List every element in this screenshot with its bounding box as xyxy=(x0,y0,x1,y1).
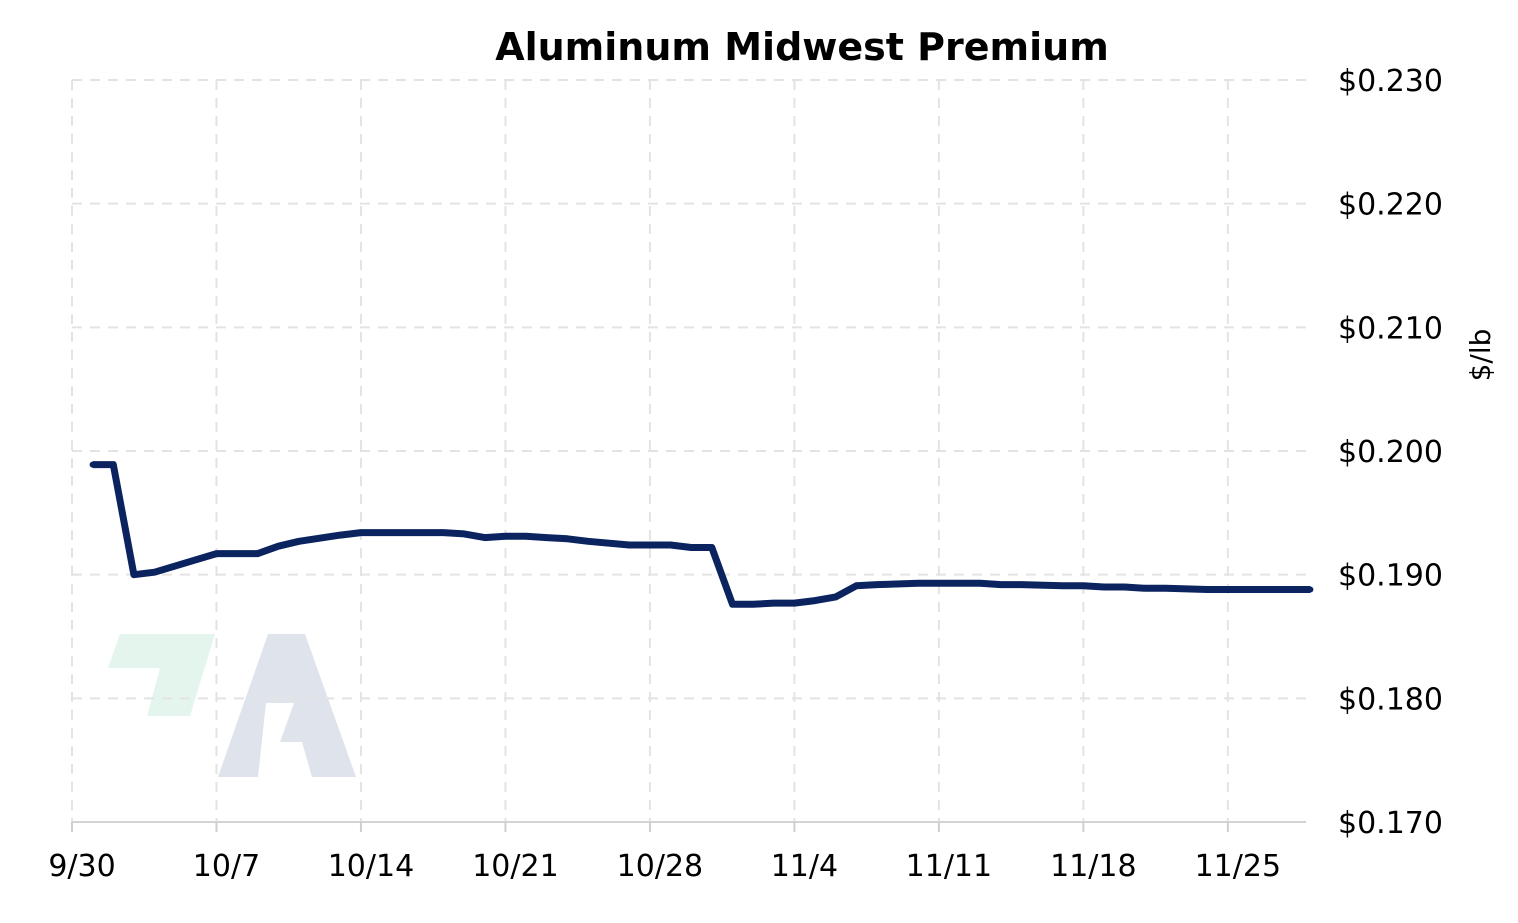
data-point xyxy=(585,538,591,545)
data-point xyxy=(935,580,942,587)
y-tick-label: $0.220 xyxy=(1338,188,1443,223)
data-point xyxy=(502,533,509,540)
data-point xyxy=(275,543,282,550)
data-point xyxy=(1286,586,1293,593)
data-point xyxy=(1224,586,1231,593)
data-point xyxy=(296,538,302,545)
chart-title: Aluminum Midwest Premium xyxy=(495,25,1109,69)
y-axis-ticks: $0.230 $0.220 $0.210 $0.200 $0.190 $0.180 $0.1… xyxy=(1338,64,1443,841)
data-point xyxy=(378,529,385,536)
y-tick-label: $0.170 xyxy=(1338,806,1443,841)
data-point xyxy=(543,534,550,541)
data-point xyxy=(1245,586,1252,593)
data-point xyxy=(1266,586,1273,593)
data-point xyxy=(254,550,261,557)
data-point xyxy=(213,550,220,557)
x-tick-label: 11/4 xyxy=(771,849,838,884)
data-point xyxy=(1080,582,1087,589)
data-point xyxy=(646,542,653,548)
grid-lines xyxy=(71,79,1306,822)
series-line xyxy=(92,461,1311,608)
data-point xyxy=(440,529,447,536)
data-point xyxy=(997,581,1004,588)
data-point xyxy=(110,461,117,468)
data-point xyxy=(130,571,137,578)
y-tick-label: $0.230 xyxy=(1338,64,1443,99)
logo-letter-a-shape xyxy=(218,634,356,777)
x-tick-label: 10/21 xyxy=(472,849,558,884)
data-point xyxy=(626,542,633,548)
y-axis-label: $/lb xyxy=(1464,329,1497,382)
logo-accent-shape xyxy=(108,634,215,716)
data-point xyxy=(832,593,839,600)
data-point xyxy=(399,529,406,536)
data-point xyxy=(523,533,530,540)
data-point xyxy=(688,544,695,551)
data-point xyxy=(1018,581,1025,588)
x-tick-label: 10/7 xyxy=(193,849,260,884)
data-point xyxy=(1162,585,1169,592)
data-point xyxy=(564,535,571,542)
data-point xyxy=(1307,586,1314,593)
data-point xyxy=(151,569,158,576)
x-tick-label: 9/30 xyxy=(48,849,115,884)
data-point xyxy=(337,532,344,539)
data-point xyxy=(729,601,736,608)
x-tick-label: 11/25 xyxy=(1195,849,1281,884)
data-point xyxy=(1204,586,1211,593)
x-tick-label: 10/14 xyxy=(328,849,414,884)
data-point xyxy=(770,600,777,607)
data-point xyxy=(1142,585,1149,592)
y-tick-label: $0.190 xyxy=(1338,559,1443,594)
data-point xyxy=(419,529,426,536)
data-point xyxy=(874,581,880,588)
x-tick-label: 11/18 xyxy=(1050,849,1136,884)
data-point xyxy=(853,582,860,589)
x-tick-label: 10/28 xyxy=(617,849,703,884)
data-points xyxy=(89,461,1314,608)
data-point xyxy=(750,601,757,608)
y-tick-label: $0.210 xyxy=(1338,311,1443,346)
data-point xyxy=(915,580,922,587)
data-point xyxy=(812,597,818,604)
data-point xyxy=(1059,582,1066,589)
data-point xyxy=(791,600,798,607)
data-point xyxy=(192,556,199,563)
data-point xyxy=(461,530,468,537)
logo-watermark xyxy=(108,634,356,777)
y-tick-label: $0.180 xyxy=(1338,682,1443,717)
data-point xyxy=(1121,584,1128,590)
data-point xyxy=(358,529,364,536)
y-tick-label: $0.200 xyxy=(1338,435,1443,470)
data-point xyxy=(956,580,963,587)
data-point xyxy=(667,542,674,548)
data-point xyxy=(708,544,715,551)
x-axis-ticks: 9/30 10/7 10/14 10/21 10/28 11/4 11/11 11/18 11/… xyxy=(48,822,1281,884)
data-point xyxy=(977,580,984,587)
data-point xyxy=(1101,584,1107,590)
x-tick-label: 11/11 xyxy=(906,849,992,884)
data-point xyxy=(481,534,488,541)
data-point xyxy=(89,461,96,468)
